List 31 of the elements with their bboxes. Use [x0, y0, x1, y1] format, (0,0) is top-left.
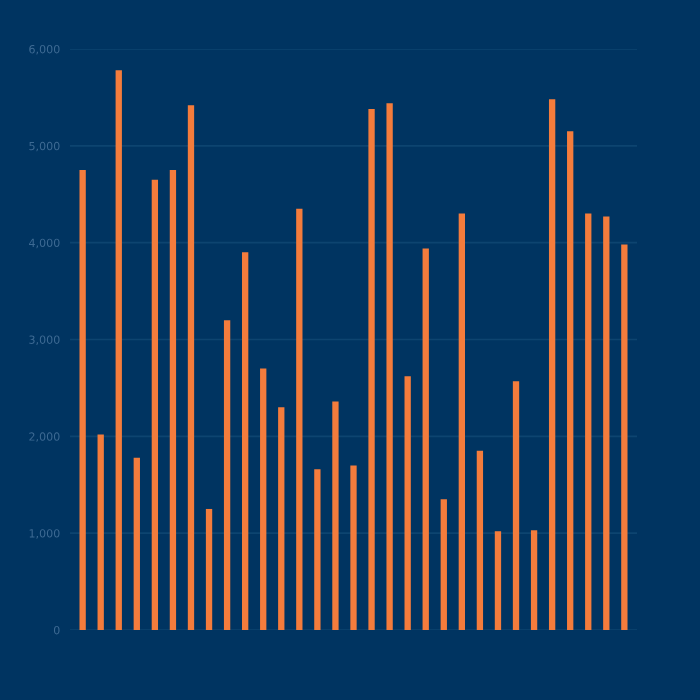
bar [548, 99, 556, 630]
bar [169, 170, 177, 630]
bar [476, 450, 484, 630]
bar [603, 216, 610, 630]
bar [368, 109, 375, 630]
bar [314, 469, 321, 630]
bar [79, 170, 86, 630]
bar [205, 508, 213, 630]
bar [97, 434, 104, 630]
bar [296, 208, 303, 630]
bar [621, 244, 628, 630]
bar [260, 368, 267, 630]
bar [223, 320, 231, 630]
bar [115, 70, 122, 630]
bar [512, 381, 520, 630]
bar [585, 213, 592, 630]
bar [567, 131, 574, 630]
bar [187, 105, 195, 630]
bar [422, 248, 429, 630]
bar [151, 179, 159, 630]
bar [332, 401, 339, 630]
bar [278, 407, 285, 630]
bar [242, 252, 249, 630]
bar [350, 465, 357, 630]
bar [133, 457, 140, 630]
bar [494, 531, 502, 630]
bar [458, 213, 465, 630]
bar [440, 499, 447, 630]
bar [530, 530, 538, 630]
bar [386, 103, 393, 630]
bar [404, 376, 411, 630]
